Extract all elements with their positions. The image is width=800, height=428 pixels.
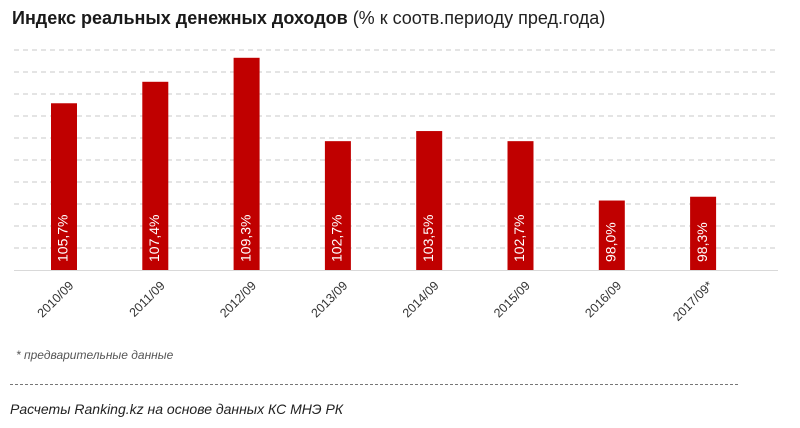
x-tick-label: 2016/09 xyxy=(582,279,624,321)
x-tick-label: 2017/09* xyxy=(670,278,715,323)
bar-value-label: 105,7% xyxy=(55,215,71,262)
bar xyxy=(507,141,534,270)
bar xyxy=(142,81,169,270)
chart-title: Индекс реальных денежных доходов (% к со… xyxy=(12,8,605,29)
bar-value-label: 102,7% xyxy=(511,215,527,262)
bar-value-label: 102,7% xyxy=(329,215,345,262)
bar xyxy=(416,131,443,270)
chart-title-units: (% к соотв.периоду пред.года) xyxy=(347,8,606,28)
x-tick-label: 2015/09 xyxy=(491,279,533,321)
source-note: Расчеты Ranking.kz на основе данных КС М… xyxy=(10,401,344,417)
x-tick-label: 2010/09 xyxy=(35,279,77,321)
bar xyxy=(324,141,351,270)
bar xyxy=(51,103,77,271)
bar xyxy=(690,196,717,270)
bar-value-label: 107,4% xyxy=(146,215,162,262)
bar xyxy=(598,200,625,270)
divider-line xyxy=(10,384,738,385)
bar-value-label: 98,0% xyxy=(603,222,619,262)
bar xyxy=(233,57,260,270)
footnote: * предварительные данные xyxy=(16,348,174,362)
x-tick-label: 2011/09 xyxy=(127,279,168,320)
bar-value-label: 98,3% xyxy=(694,222,710,262)
bar-value-label: 103,5% xyxy=(420,215,436,262)
x-tick-label: 2014/09 xyxy=(400,279,442,321)
x-tick-label: 2012/09 xyxy=(217,279,259,321)
chart-title-main: Индекс реальных денежных доходов xyxy=(12,8,348,28)
bar-value-label: 109,3% xyxy=(237,215,253,262)
x-tick-label: 2013/09 xyxy=(309,279,351,321)
